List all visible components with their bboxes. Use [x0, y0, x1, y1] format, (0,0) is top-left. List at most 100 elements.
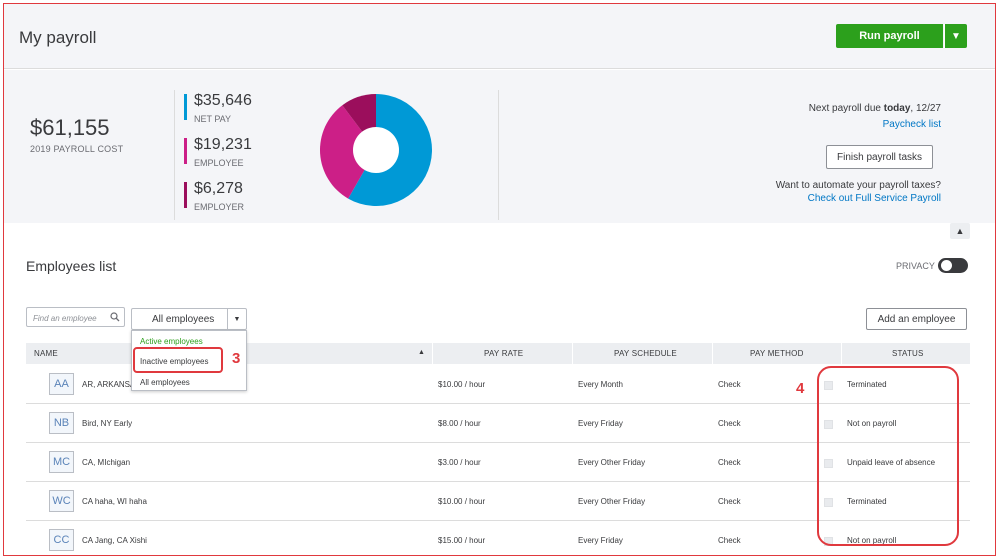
privacy-toggle[interactable]	[938, 258, 968, 273]
automate-taxes-text: Want to automate your payroll taxes?	[775, 180, 941, 191]
payroll-cost-label: 2019 PAYROLL COST	[30, 144, 124, 154]
employee-color-bar	[184, 138, 187, 164]
chevron-down-icon[interactable]: ▼	[227, 309, 246, 329]
run-payroll-dropdown-icon[interactable]: ▼	[944, 24, 967, 48]
payroll-window: My payroll Run payroll ▼ $61,155 2019 PA…	[3, 3, 996, 556]
row-checkbox[interactable]	[824, 459, 833, 468]
payroll-cost-total: $61,155	[30, 115, 110, 140]
employer-label: EMPLOYER	[194, 202, 245, 212]
filter-option-inactive[interactable]: Inactive employees	[140, 357, 209, 366]
filter-option-all[interactable]: All employees	[140, 378, 190, 387]
add-employee-button[interactable]: Add an employee	[866, 308, 967, 330]
column-pay-method[interactable]: PAY METHOD	[750, 349, 804, 358]
pay-method: Check	[718, 458, 741, 467]
employee-search-input[interactable]	[27, 309, 107, 328]
employee-status: Unpaid leave of absence	[847, 458, 936, 467]
next-payroll-due: Next payroll due today, 12/27	[809, 103, 941, 114]
annotation-step-4: 4	[796, 380, 805, 397]
row-checkbox[interactable]	[824, 498, 833, 507]
column-pay-schedule[interactable]: PAY SCHEDULE	[614, 349, 677, 358]
column-pay-rate[interactable]: PAY RATE	[484, 349, 524, 358]
net-pay-label: NET PAY	[194, 114, 232, 124]
employees-list-title: Employees list	[26, 258, 117, 274]
table-row[interactable]: WC CA haha, WI haha $10.00 / hour Every …	[26, 482, 970, 521]
toggle-knob	[941, 260, 952, 271]
filter-option-active[interactable]: Active employees	[140, 337, 203, 346]
row-checkbox[interactable]	[824, 420, 833, 429]
privacy-label: PRIVACY	[896, 261, 935, 271]
pay-rate: $10.00 / hour	[438, 380, 486, 389]
donut-slice-employee	[320, 105, 376, 199]
page-header: My payroll Run payroll ▼	[4, 4, 995, 69]
net-pay-color-bar	[184, 94, 187, 120]
employer-color-bar	[184, 182, 187, 208]
paycheck-list-link[interactable]: Paycheck list	[882, 119, 941, 130]
pay-method: Check	[718, 497, 741, 506]
pay-schedule: Every Friday	[578, 419, 623, 428]
divider	[498, 90, 499, 220]
employee-filter-menu: Active employees Inactive employees All …	[131, 330, 247, 391]
search-icon	[110, 312, 120, 322]
pay-schedule: Every Other Friday	[578, 497, 646, 506]
employee-name[interactable]: CA Jang, CA Xishi	[82, 536, 147, 545]
next-payroll-date: , 12/27	[910, 103, 941, 114]
pay-rate: $15.00 / hour	[438, 536, 486, 545]
net-pay-amount: $35,646	[194, 92, 252, 109]
table-row[interactable]: AA AR, ARKANSAS $10.00 / hour Every Mont…	[26, 365, 970, 404]
employer-amount: $6,278	[194, 180, 243, 197]
employee-name[interactable]: CA, MIchigan	[82, 458, 131, 467]
avatar: MC	[49, 451, 74, 473]
donut-hole	[353, 127, 399, 173]
avatar: CC	[49, 529, 74, 551]
pay-schedule: Every Friday	[578, 536, 623, 545]
pay-method: Check	[718, 419, 741, 428]
employee-name[interactable]: Bird, NY Early	[82, 419, 133, 428]
employee-search[interactable]	[26, 307, 125, 328]
employee-status: Terminated	[847, 380, 887, 389]
sort-ascending-icon[interactable]: ▲	[418, 349, 425, 356]
annotation-step-3: 3	[232, 350, 241, 367]
run-payroll-button[interactable]: Run payroll	[836, 24, 943, 48]
pay-schedule: Every Month	[578, 380, 623, 389]
table-row[interactable]: MC CA, MIchigan $3.00 / hour Every Other…	[26, 443, 970, 482]
collapse-summary-button[interactable]: ▲	[950, 223, 970, 239]
filter-selected-value: All employees	[152, 314, 215, 325]
pay-rate: $8.00 / hour	[438, 419, 481, 428]
employee-amount: $19,231	[194, 136, 252, 153]
column-separator	[432, 343, 433, 364]
avatar: WC	[49, 490, 74, 512]
pay-schedule: Every Other Friday	[578, 458, 646, 467]
finish-payroll-tasks-button[interactable]: Finish payroll tasks	[826, 145, 933, 169]
payroll-summary: $61,155 2019 PAYROLL COST $35,646 NET PA…	[4, 70, 995, 223]
row-checkbox[interactable]	[824, 381, 833, 390]
employee-name[interactable]: CA haha, WI haha	[82, 497, 147, 506]
employee-name[interactable]: AR, ARKANSAS	[82, 380, 141, 389]
column-separator	[572, 343, 573, 364]
chevron-up-icon: ▲	[955, 226, 965, 236]
employee-status: Terminated	[847, 497, 887, 506]
annotation-highlight-status	[817, 366, 959, 546]
pay-method: Check	[718, 380, 741, 389]
pay-method: Check	[718, 536, 741, 545]
avatar: AA	[49, 373, 74, 395]
pay-rate: $10.00 / hour	[438, 497, 486, 506]
page-title: My payroll	[19, 28, 97, 47]
annotation-highlight-inactive	[133, 347, 223, 373]
table-row[interactable]: NB Bird, NY Early $8.00 / hour Every Fri…	[26, 404, 970, 443]
next-payroll-prefix: Next payroll due	[808, 103, 881, 114]
pay-rate: $3.00 / hour	[438, 458, 481, 467]
avatar: NB	[49, 412, 74, 434]
employees-table-header: NAME ▲ PAY RATE PAY SCHEDULE PAY METHOD …	[26, 343, 970, 364]
employee-label: EMPLOYEE	[194, 158, 244, 168]
column-name[interactable]: NAME	[34, 349, 58, 358]
full-service-payroll-link[interactable]: Check out Full Service Payroll	[807, 193, 941, 204]
employee-status: Not on payroll	[847, 419, 897, 428]
employee-filter-select[interactable]: All employees ▼	[131, 308, 247, 330]
payroll-donut-chart	[320, 94, 432, 206]
next-payroll-today: today	[883, 103, 911, 114]
divider	[174, 90, 175, 220]
employee-status: Not on payroll	[847, 536, 897, 545]
column-status[interactable]: STATUS	[892, 349, 924, 358]
column-separator	[841, 343, 842, 364]
column-separator	[712, 343, 713, 364]
